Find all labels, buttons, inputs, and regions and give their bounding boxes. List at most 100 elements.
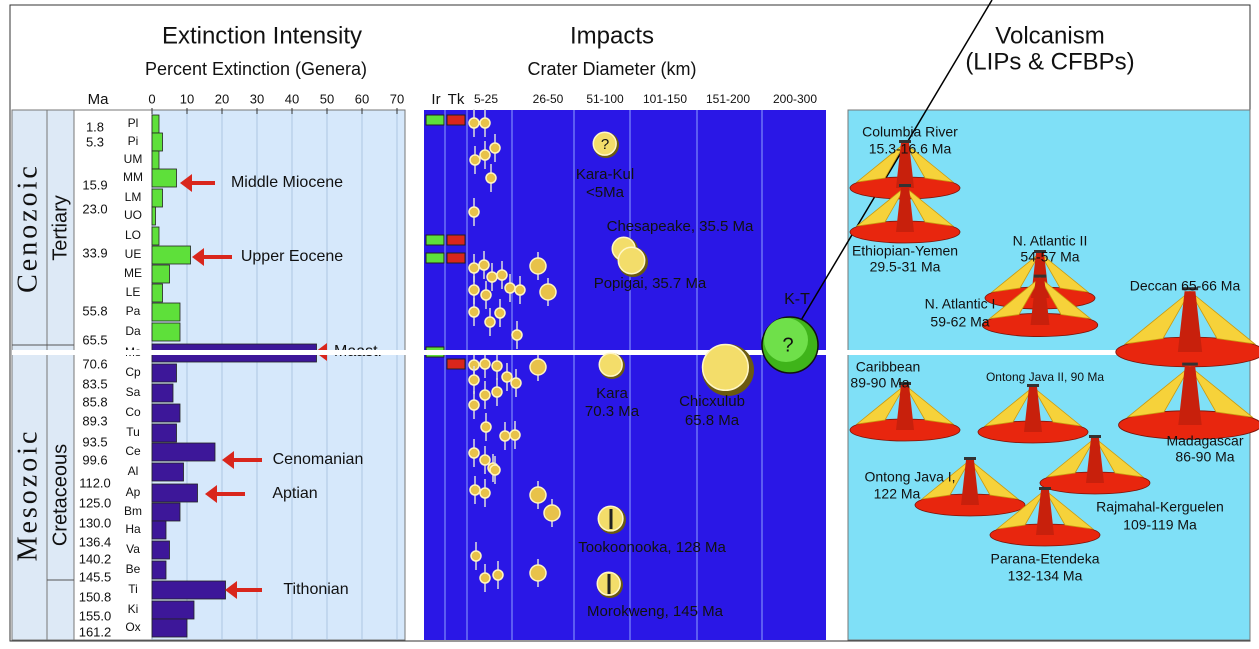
stage-label: Cp (125, 365, 141, 379)
arrow-head (222, 451, 234, 469)
age-label: 85.8 (82, 394, 107, 409)
province-label: Parana-Etendeka (991, 551, 1100, 567)
stage-label: Co (125, 405, 141, 419)
small-crater (543, 504, 561, 522)
panel-title: Impacts (570, 22, 654, 49)
x-tick-label: 50 (320, 91, 334, 106)
stage-label: Be (126, 562, 141, 576)
iridium-marker (425, 114, 445, 126)
tektite-marker (446, 358, 466, 370)
crater-label: Tookoonooka, 128 Ma (578, 539, 726, 556)
kt-boundary (12, 350, 1250, 355)
cone (1178, 366, 1202, 425)
crater-label: Kara-Kul (576, 166, 634, 183)
small-crater (479, 454, 491, 466)
small-crater (511, 329, 523, 341)
small-crater (468, 284, 480, 296)
crater-label: <5Ma (586, 184, 625, 201)
small-crater (479, 487, 491, 499)
vent (1039, 487, 1051, 490)
stage-label: Sa (126, 385, 141, 399)
extinction-bar (151, 580, 226, 600)
age-label: 83.5 (82, 376, 107, 391)
age-label: 150.8 (79, 589, 112, 604)
small-crater (484, 316, 496, 328)
annotation: Tithonian (283, 581, 348, 598)
stage-label: Pi (128, 134, 139, 148)
age-label: 99.6 (82, 452, 107, 467)
stage-label: Ap (126, 485, 141, 499)
small-crater (514, 284, 526, 296)
small-crater (468, 447, 480, 459)
province-label: Caribbean (856, 359, 921, 375)
stage-label: Tu (126, 425, 140, 439)
stage-label: Ki (128, 602, 139, 616)
extinction-bar (151, 520, 167, 540)
cone (1177, 291, 1203, 352)
small-crater (468, 306, 480, 318)
small-crater (529, 486, 547, 504)
small-crater (470, 550, 482, 562)
tektite-marker (446, 252, 466, 264)
age-label: 136.4 (79, 534, 112, 549)
extinction-bar (151, 383, 174, 403)
vent (899, 382, 911, 385)
arrow-head (192, 248, 204, 266)
province-label: N. Atlantic I (925, 296, 996, 312)
small-crater (539, 283, 557, 301)
volcano-icon (1039, 435, 1151, 495)
stage-label: Ce (125, 444, 141, 458)
column-header: 200-300 (773, 92, 817, 106)
crater-label: Kara (596, 385, 628, 402)
crater-label: 70.3 Ma (585, 403, 640, 420)
extinction-bar (151, 560, 167, 580)
extinction-bar (151, 206, 156, 226)
cone (1024, 387, 1042, 432)
province-label: 109-119 Ma (1123, 517, 1197, 533)
x-tick-label: 60 (355, 91, 369, 106)
crater (701, 343, 754, 396)
era-label: Mesozoic (12, 429, 43, 562)
age-label: 161.2 (79, 624, 112, 639)
small-crater (494, 307, 506, 319)
vent (1033, 274, 1047, 278)
province-label: Madagascar (1166, 433, 1243, 449)
stage-label: LO (125, 228, 141, 242)
stage-label: UM (124, 152, 143, 166)
age-label: 15.9 (82, 177, 107, 192)
crater-label: Chesapeake, 35.5 Ma (607, 218, 754, 235)
volcano-icon (849, 184, 961, 244)
cone (896, 187, 914, 232)
province-label: 54-57 Ma (1020, 249, 1079, 265)
vent (1034, 250, 1046, 253)
crater-body (592, 131, 617, 156)
extinction-bar (151, 264, 170, 284)
small-crater (486, 271, 498, 283)
small-crater (479, 389, 491, 401)
vent (964, 457, 976, 460)
province-label: Deccan 65-66 Ma (1130, 278, 1241, 294)
extinction-bar (151, 618, 188, 638)
crater-label: Popigai, 35.7 Ma (594, 275, 707, 292)
crater (598, 352, 625, 379)
extinction-bar (151, 302, 181, 322)
small-crater (529, 257, 547, 275)
age-label: 93.5 (82, 434, 107, 449)
column-header: 26-50 (533, 92, 564, 106)
stage-label: UE (125, 247, 142, 261)
age-label: 140.2 (79, 551, 112, 566)
age-label: 1.8 (86, 119, 104, 134)
small-crater (480, 421, 492, 433)
extinction-bar (151, 442, 216, 462)
small-crater (510, 377, 522, 389)
volcano-icon (977, 384, 1089, 444)
stage-label: Ti (128, 582, 138, 596)
province-label: 132-134 Ma (1008, 568, 1083, 584)
stage-label: Pa (126, 304, 141, 318)
small-crater (468, 399, 480, 411)
arrow-head (225, 581, 237, 599)
province-label: 89-90 Ma (850, 375, 909, 391)
stage-label: Ha (125, 522, 141, 536)
province-label: 122 Ma (874, 486, 921, 502)
stage-label: Pl (128, 116, 139, 130)
